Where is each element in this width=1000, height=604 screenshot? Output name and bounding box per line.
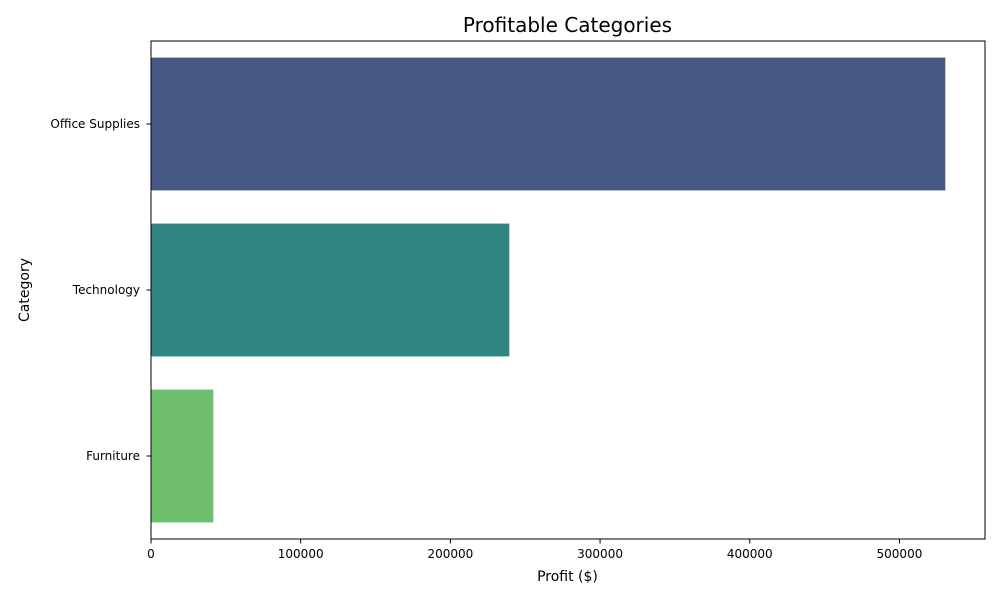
x-tick-label: 500000 [877, 547, 923, 561]
x-tick-label: 0 [147, 547, 155, 561]
bar-office-supplies [151, 57, 946, 191]
x-axis-ticks: 0 100000 200000 300000 400000 500000 [147, 539, 922, 561]
y-tick-label-office-supplies: Office Supplies [50, 117, 140, 131]
bar-furniture [151, 389, 214, 523]
x-tick-label: 300000 [577, 547, 623, 561]
y-axis-ticks: Office Supplies Technology Furniture [50, 117, 151, 463]
chart-title: Profitable Categories [463, 13, 672, 37]
x-tick-label: 400000 [727, 547, 773, 561]
bar-technology [151, 223, 510, 357]
x-axis-label: Profit ($) [537, 569, 598, 585]
plot-frame [150, 40, 986, 540]
y-tick-label-furniture: Furniture [86, 449, 140, 463]
y-tick-label-technology: Technology [72, 283, 140, 297]
x-tick-label: 100000 [278, 547, 324, 561]
x-tick-label: 200000 [427, 547, 473, 561]
y-axis-label: Category [17, 258, 33, 322]
bars-layer [151, 57, 946, 523]
